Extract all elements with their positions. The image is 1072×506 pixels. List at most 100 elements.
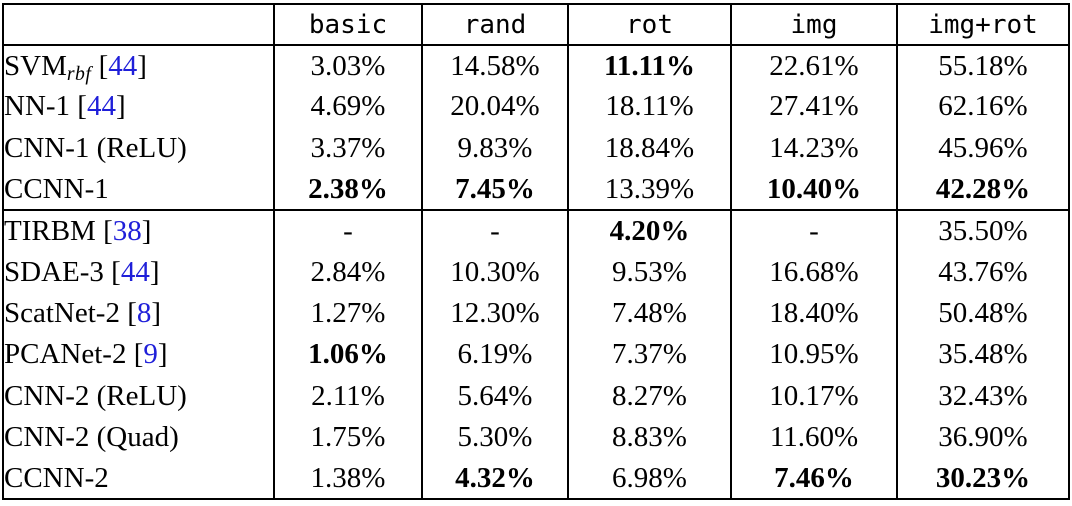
method-name: PCANet-2 — [4, 338, 127, 371]
row-label: SDAE-3 [44] — [2, 251, 275, 293]
method-name: ScatNet-2 — [4, 296, 120, 329]
table-row: CNN-1 (ReLU) 3.37% 9.83% 18.84% 14.23% 45.96% — [2, 127, 1070, 169]
value-cell: 7.45% — [421, 168, 569, 211]
row-label: CCNN-2 — [2, 457, 275, 500]
value-cell: - — [421, 209, 569, 252]
citation: [44] — [103, 255, 160, 288]
value-cell: 22.61% — [730, 45, 898, 87]
value-cell: 18.84% — [567, 127, 732, 169]
value-cell: 8.27% — [567, 375, 732, 417]
citation: [44] — [70, 90, 126, 123]
value-cell: 4.69% — [273, 86, 423, 128]
value-cell: 36.90% — [896, 416, 1070, 458]
value-cell: 11.60% — [730, 416, 898, 458]
value-cell: 10.30% — [421, 251, 569, 293]
method-name: SDAE-3 — [4, 255, 104, 288]
value-cell: 30.23% — [896, 457, 1070, 500]
value-cell: 5.64% — [421, 375, 569, 417]
column-header-rand: rand — [421, 4, 569, 46]
results-table: basic rand rot img img+rot SVMrbf [44] 3.03% 1… — [2, 3, 1070, 501]
value-cell: 10.40% — [730, 168, 898, 211]
row-label: PCANet-2 [9] — [2, 334, 275, 376]
row-label: ScatNet-2 [8] — [2, 292, 275, 335]
citation: [9] — [126, 338, 168, 371]
value-cell: 9.83% — [421, 127, 569, 169]
value-cell: 7.46% — [730, 457, 898, 500]
citation-link[interactable]: 44 — [120, 255, 150, 288]
citation: [44] — [91, 49, 147, 82]
method-name: CNN-1 (ReLU) — [4, 131, 187, 164]
table-row: PCANet-2 [9] 1.06% 6.19% 7.37% 10.95% 35.48% — [2, 334, 1070, 376]
row-label: TIRBM [38] — [2, 209, 275, 252]
value-cell: 45.96% — [896, 127, 1070, 169]
row-label: CNN-1 (ReLU) — [2, 127, 275, 169]
column-header-basic: basic — [273, 4, 423, 46]
method-name: NN-1 — [4, 90, 71, 123]
table-body: SVMrbf [44] 3.03% 14.58% 11.11% 22.61% 55.18%… — [2, 45, 1070, 500]
value-cell: 7.37% — [567, 334, 732, 376]
value-cell: 2.38% — [273, 168, 423, 211]
value-cell: 4.32% — [421, 457, 569, 500]
value-cell: 18.11% — [567, 86, 732, 128]
table-row: CNN-2 (ReLU) 2.11% 5.64% 8.27% 10.17% 32.43% — [2, 375, 1070, 417]
value-cell: 10.95% — [730, 334, 898, 376]
value-cell: 55.18% — [896, 45, 1070, 87]
value-cell: 5.30% — [421, 416, 569, 458]
method-name: CCNN-2 — [4, 461, 109, 494]
value-cell: 6.98% — [567, 457, 732, 500]
method-subscript: rbf — [66, 63, 92, 86]
citation-link[interactable]: 44 — [108, 49, 138, 82]
method-name: SVM — [4, 49, 67, 82]
citation-link[interactable]: 44 — [86, 90, 116, 123]
value-cell: 2.84% — [273, 251, 423, 293]
method-name: CNN-2 (ReLU) — [4, 379, 187, 412]
value-cell: 9.53% — [567, 251, 732, 293]
value-cell: 50.48% — [896, 292, 1070, 335]
value-cell: 1.27% — [273, 292, 423, 335]
citation-link[interactable]: 38 — [112, 214, 142, 247]
value-cell: 14.58% — [421, 45, 569, 87]
value-cell: 42.28% — [896, 168, 1070, 211]
value-cell: 35.48% — [896, 334, 1070, 376]
column-header-rot: rot — [567, 4, 732, 46]
value-cell: 14.23% — [730, 127, 898, 169]
row-label: CNN-2 (Quad) — [2, 416, 275, 458]
value-cell: 1.06% — [273, 334, 423, 376]
row-label: NN-1 [44] — [2, 86, 275, 128]
method-name: TIRBM — [4, 214, 96, 247]
column-header-method — [2, 4, 275, 46]
table-row: TIRBM [38] - -4.20% -35.50% — [2, 209, 1070, 252]
citation: [8] — [119, 296, 162, 329]
value-cell: 43.76% — [896, 251, 1070, 293]
value-cell: 3.37% — [273, 127, 423, 169]
method-name: CCNN-1 — [4, 172, 109, 205]
row-label: SVMrbf [44] — [2, 45, 275, 87]
table-row: ScatNet-2 [8] 1.27% 12.30% 7.48% 18.40% 50.48… — [2, 292, 1070, 335]
value-cell: 18.40% — [730, 292, 898, 335]
value-cell: - — [273, 209, 423, 252]
value-cell: 20.04% — [421, 86, 569, 128]
value-cell: 27.41% — [730, 86, 898, 128]
row-label: CCNN-1 — [2, 168, 275, 211]
citation: [38] — [95, 214, 152, 247]
value-cell: 8.83% — [567, 416, 732, 458]
value-cell: 62.16% — [896, 86, 1070, 128]
row-label: CNN-2 (ReLU) — [2, 375, 275, 417]
value-cell: 16.68% — [730, 251, 898, 293]
column-header-img-rot: img+rot — [896, 4, 1070, 46]
citation-link[interactable]: 9 — [143, 338, 158, 371]
table-row: SVMrbf [44] 3.03% 14.58% 11.11% 22.61% 55.18% — [2, 45, 1070, 87]
table-row: CCNN-1 2.38% 7.45% 13.39% 10.40% 42.28% — [2, 168, 1070, 211]
value-cell: 32.43% — [896, 375, 1070, 417]
value-cell: - — [730, 209, 898, 252]
table-row: SDAE-3 [44] 2.84% 10.30% 9.53% 16.68% 43.76% — [2, 251, 1070, 293]
citation-link[interactable]: 8 — [136, 296, 152, 329]
value-cell: 35.50% — [896, 209, 1070, 252]
value-cell: 4.20% — [567, 209, 732, 252]
column-header-img: img — [730, 4, 898, 46]
method-name: CNN-2 (Quad) — [4, 420, 179, 453]
value-cell: 11.11% — [567, 45, 732, 87]
value-cell: 3.03% — [273, 45, 423, 87]
value-cell: 6.19% — [421, 334, 569, 376]
table-row: NN-1 [44] 4.69% 20.04% 18.11% 27.41% 62.16% — [2, 86, 1070, 128]
